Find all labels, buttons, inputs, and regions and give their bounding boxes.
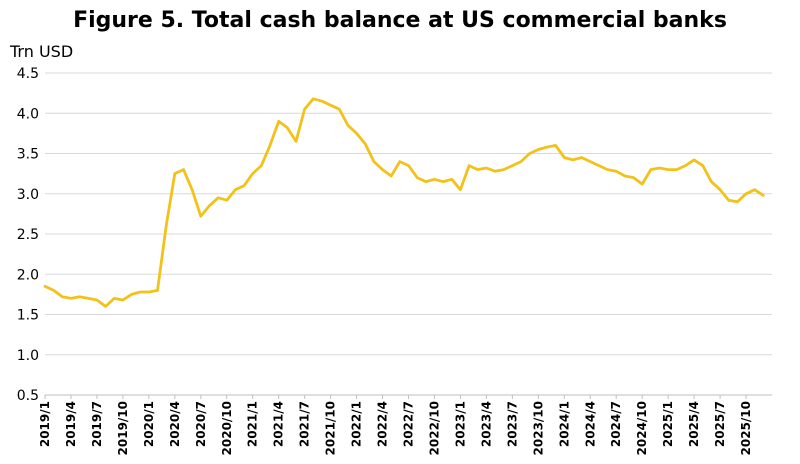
y-tick-label: 0.5 (17, 388, 39, 404)
y-tick-label: 1.0 (17, 348, 39, 364)
x-tick-label: 2020/4 (168, 401, 182, 447)
x-tick-label: 2020/10 (220, 401, 234, 455)
x-tick-label: 2019/1 (38, 401, 52, 447)
y-tick-label: 2.5 (17, 227, 39, 243)
x-tick-label: 2021/7 (298, 401, 312, 447)
y-tick-label: 1.5 (17, 308, 39, 324)
x-tick-label: 2019/4 (64, 401, 78, 447)
x-tick-label: 2022/10 (427, 401, 441, 455)
y-tick-label: 3.5 (17, 147, 39, 163)
chart-title: Figure 5. Total cash balance at US comme… (73, 8, 727, 33)
x-tick-label: 2019/7 (90, 401, 104, 447)
y-tick-label: 4.5 (17, 66, 39, 82)
x-tick-label: 2024/1 (557, 401, 571, 447)
x-tick-label: 2021/4 (272, 401, 286, 447)
x-tick-label: 2023/10 (531, 401, 545, 455)
x-tick-label: 2023/7 (505, 401, 519, 447)
x-tick-label: 2025/7 (713, 401, 727, 447)
x-tick-label: 2025/1 (661, 401, 675, 447)
x-tick-label: 2022/7 (402, 401, 416, 447)
x-tick-label: 2021/10 (324, 401, 338, 455)
x-tick-label: 2025/10 (739, 401, 753, 455)
x-tick-label: 2023/1 (453, 401, 467, 447)
x-tick-label: 2024/4 (583, 401, 597, 447)
x-tick-label: 2024/7 (609, 401, 623, 447)
y-tick-label: 3.0 (17, 187, 39, 203)
x-tick-label: 2022/1 (350, 401, 364, 447)
x-tick-label: 2025/4 (687, 401, 701, 447)
x-tick-label: 2019/10 (116, 401, 130, 455)
x-tick-label: 2022/4 (376, 401, 390, 447)
x-tick-label: 2023/4 (479, 401, 493, 447)
x-tick-label: 2020/1 (142, 401, 156, 447)
y-tick-label: 2.0 (17, 267, 39, 283)
y-axis-unit-label: Trn USD (10, 42, 74, 61)
series-line (43, 97, 765, 308)
x-tick-label: 2020/7 (194, 401, 208, 447)
y-tick-label: 4.0 (17, 106, 39, 122)
x-tick-label: 2021/1 (246, 401, 260, 447)
x-tick-label: 2024/10 (635, 401, 649, 455)
